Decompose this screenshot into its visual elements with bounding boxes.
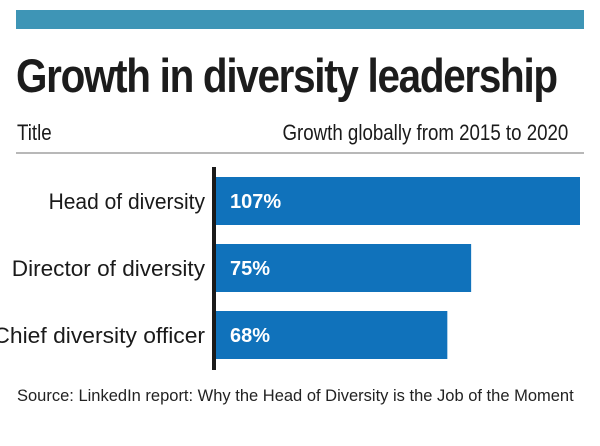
- value-label: 75%: [230, 258, 270, 280]
- chart-title: Growth in diversity leadership: [16, 49, 558, 102]
- source-note: Source: LinkedIn report: Why the Head of…: [17, 387, 574, 405]
- column-header-title: Title: [17, 120, 52, 145]
- value-label: 68%: [230, 325, 270, 347]
- category-label: Head of diversity: [49, 189, 205, 214]
- header-divider: [16, 152, 584, 154]
- category-label: Chief diversity officer: [0, 323, 205, 348]
- bar-chief-diversity-officer: [216, 311, 448, 359]
- top-accent-bar: [16, 10, 584, 29]
- value-label: 107%: [230, 191, 281, 213]
- category-label: Director of diversity: [12, 256, 205, 281]
- bar-head-of-diversity: [216, 177, 580, 225]
- bar-chart: 107% Head of diversity 75% Director of dive…: [0, 167, 580, 370]
- bar-director-of-diversity: [216, 244, 472, 292]
- column-header-growth: Growth globally from 2015 to 2020: [282, 120, 568, 145]
